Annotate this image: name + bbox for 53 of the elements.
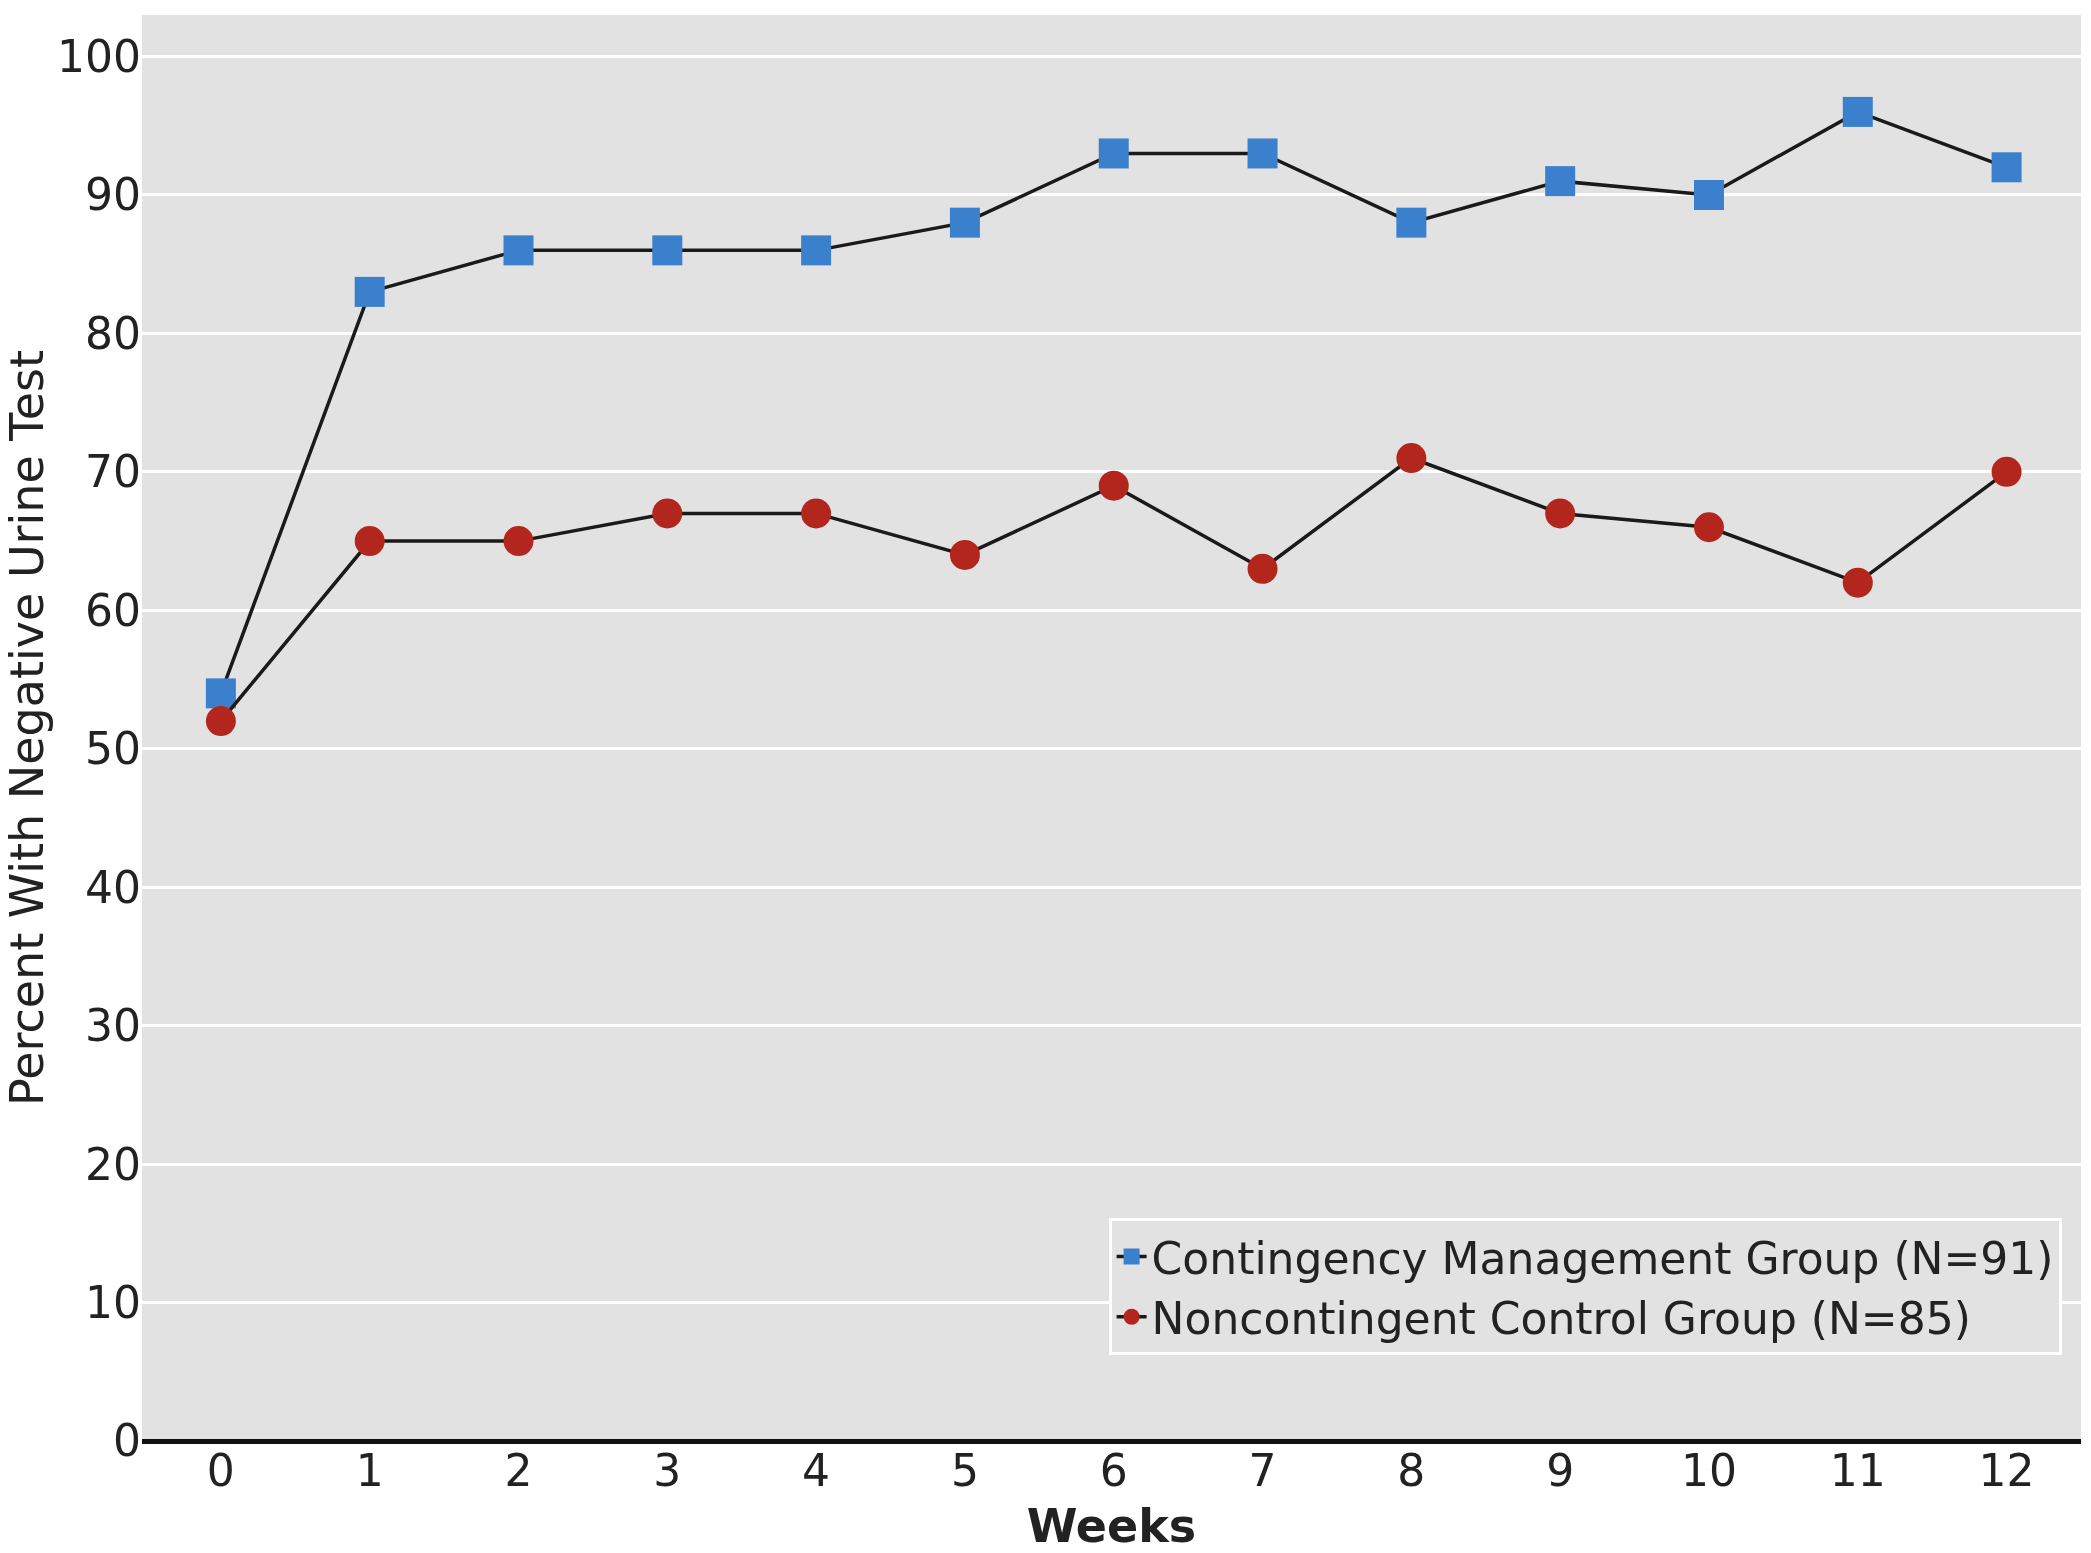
x-tick-label: 3 (653, 1445, 682, 1496)
legend-label: Contingency Management Group (N=91) (1151, 1232, 2054, 1284)
point (652, 235, 683, 266)
y-tick-label: 20 (85, 1138, 141, 1190)
y-tick-label: 30 (85, 1000, 141, 1052)
point (1842, 567, 1873, 598)
point (1247, 138, 1278, 169)
point (205, 678, 236, 709)
x-axis-title: Weeks (1026, 1499, 1197, 1553)
point (205, 706, 236, 737)
y-tick-label: 60 (85, 584, 141, 636)
y-tick-label: 10 (85, 1276, 141, 1328)
x-tick-label: 0 (206, 1445, 235, 1496)
x-tick-label: 7 (1248, 1445, 1277, 1496)
point (1842, 96, 1873, 127)
point (1991, 152, 2022, 183)
point (949, 539, 980, 570)
point (354, 276, 385, 307)
point (1247, 553, 1278, 584)
y-tick-label: 40 (85, 861, 141, 913)
x-tick-label: 6 (1099, 1445, 1128, 1496)
x-tick-label: 10 (1680, 1445, 1737, 1496)
point (1693, 512, 1724, 543)
point (1098, 470, 1129, 501)
y-tick-label: 50 (85, 723, 141, 775)
point (503, 235, 534, 266)
y-tick-label: 80 (85, 307, 141, 359)
legend-label: Noncontingent Control Group (N=85) (1151, 1292, 1971, 1344)
x-tick-label: 5 (950, 1445, 979, 1496)
point (1396, 443, 1427, 474)
x-tick-label: 4 (802, 1445, 831, 1496)
point (801, 235, 832, 266)
x-tick-label: 2 (504, 1445, 533, 1496)
point (1545, 166, 1576, 197)
x-tick-label: 1 (355, 1445, 384, 1496)
x-tick-label: 11 (1829, 1445, 1886, 1496)
x-tick-label: 8 (1397, 1445, 1426, 1496)
x-tick-label: 12 (1978, 1445, 2035, 1496)
y-tick-label: 100 (57, 30, 141, 82)
y-tick-label: 70 (85, 446, 141, 498)
point (1991, 456, 2022, 487)
point (503, 526, 534, 557)
y-axis-title: Percent With Negative Urine Test (0, 350, 54, 1106)
y-tick-label: 90 (85, 169, 141, 221)
point (652, 498, 683, 529)
point (1396, 207, 1427, 238)
point (1545, 498, 1576, 529)
point (354, 526, 385, 557)
point (801, 498, 832, 529)
point (1693, 179, 1724, 210)
x-tick-label: 9 (1546, 1445, 1575, 1496)
point (1098, 138, 1129, 169)
point (949, 207, 980, 238)
